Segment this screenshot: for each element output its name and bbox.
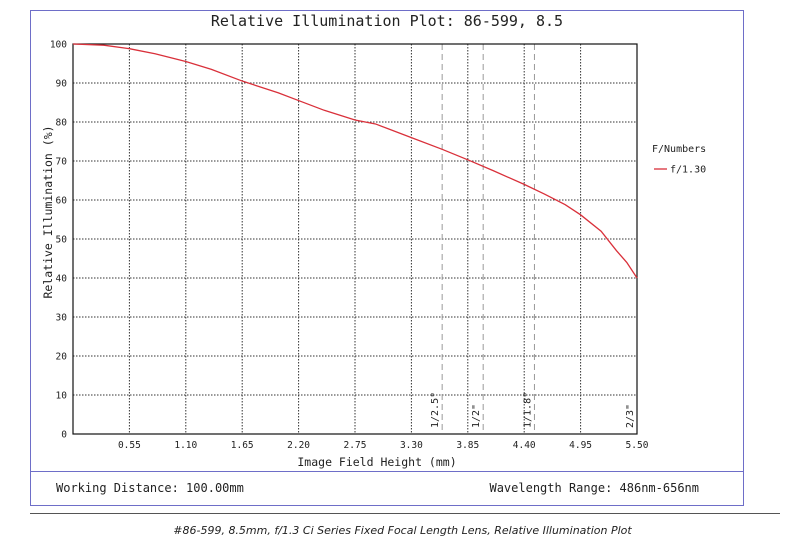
- x-tick-label-5: 3.30: [400, 440, 423, 451]
- sensor-format-label-2: 1/1.8": [522, 392, 533, 428]
- y-tick-label-90: 90: [56, 79, 68, 90]
- y-tick-label-0: 0: [61, 430, 67, 441]
- chart-title: Relative Illumination Plot: 86-599, 8.5: [210, 12, 564, 30]
- sensor-format-label-0: 1/2.5": [430, 392, 441, 428]
- y-tick-label-80: 80: [56, 118, 68, 129]
- plot-area-border: [72, 43, 638, 435]
- y-tick-label-10: 10: [56, 391, 68, 402]
- sensor-format-label-3: 2/3": [625, 404, 636, 428]
- x-tick-label-2: 1.65: [231, 440, 254, 451]
- info-footer-box: [30, 471, 744, 506]
- sensor-format-markers: 1/2.5" 1/2" 1/1.8" 2/3": [430, 44, 636, 434]
- y-tick-label-70: 70: [56, 157, 68, 168]
- series-layer: [72, 43, 638, 279]
- x-tick-label-9: 5.50: [626, 440, 649, 451]
- y-tick-label-50: 50: [56, 235, 68, 246]
- sensor-format-label-1: 1/2": [471, 404, 482, 428]
- x-tick-label-8: 4.95: [569, 440, 592, 451]
- legend-title: F/Numbers: [652, 144, 706, 155]
- y-tick-label-40: 40: [56, 274, 68, 285]
- series-line-f-1-30: [72, 43, 638, 279]
- figure-caption: #86-599, 8.5mm, f/1.3 Ci Series Fixed Fo…: [173, 524, 632, 537]
- x-tick-label-6: 3.85: [456, 440, 479, 451]
- working-distance-label: Working Distance: 100.00mm: [56, 481, 244, 495]
- y-tick-label-60: 60: [56, 196, 68, 207]
- x-tick-label-7: 4.40: [513, 440, 536, 451]
- grid-lines: [73, 44, 637, 434]
- caption-separator: [30, 513, 780, 514]
- y-tick-label-30: 30: [56, 313, 68, 324]
- y-tick-label-20: 20: [56, 352, 68, 363]
- y-axis-label: Relative Illumination (%): [41, 125, 55, 298]
- y-tick-label-100: 100: [50, 40, 67, 51]
- y-tick-labels: 0 10 20 30 40 50 60 70 80 90 100: [50, 40, 67, 441]
- x-tick-label-0: 0.55: [118, 440, 141, 451]
- x-tick-label-1: 1.10: [174, 440, 197, 451]
- x-axis-label: Image Field Height (mm): [297, 455, 456, 469]
- x-tick-label-4: 2.75: [344, 440, 367, 451]
- wavelength-range-label: Wavelength Range: 486nm-656nm: [489, 481, 699, 495]
- legend-entry-f-1-30: f/1.30: [670, 165, 706, 176]
- x-tick-label-3: 2.20: [287, 440, 310, 451]
- x-tick-labels: 0.55 1.10 1.65 2.20 2.75 3.30 3.85 4.40 4.95 5.50: [118, 440, 649, 451]
